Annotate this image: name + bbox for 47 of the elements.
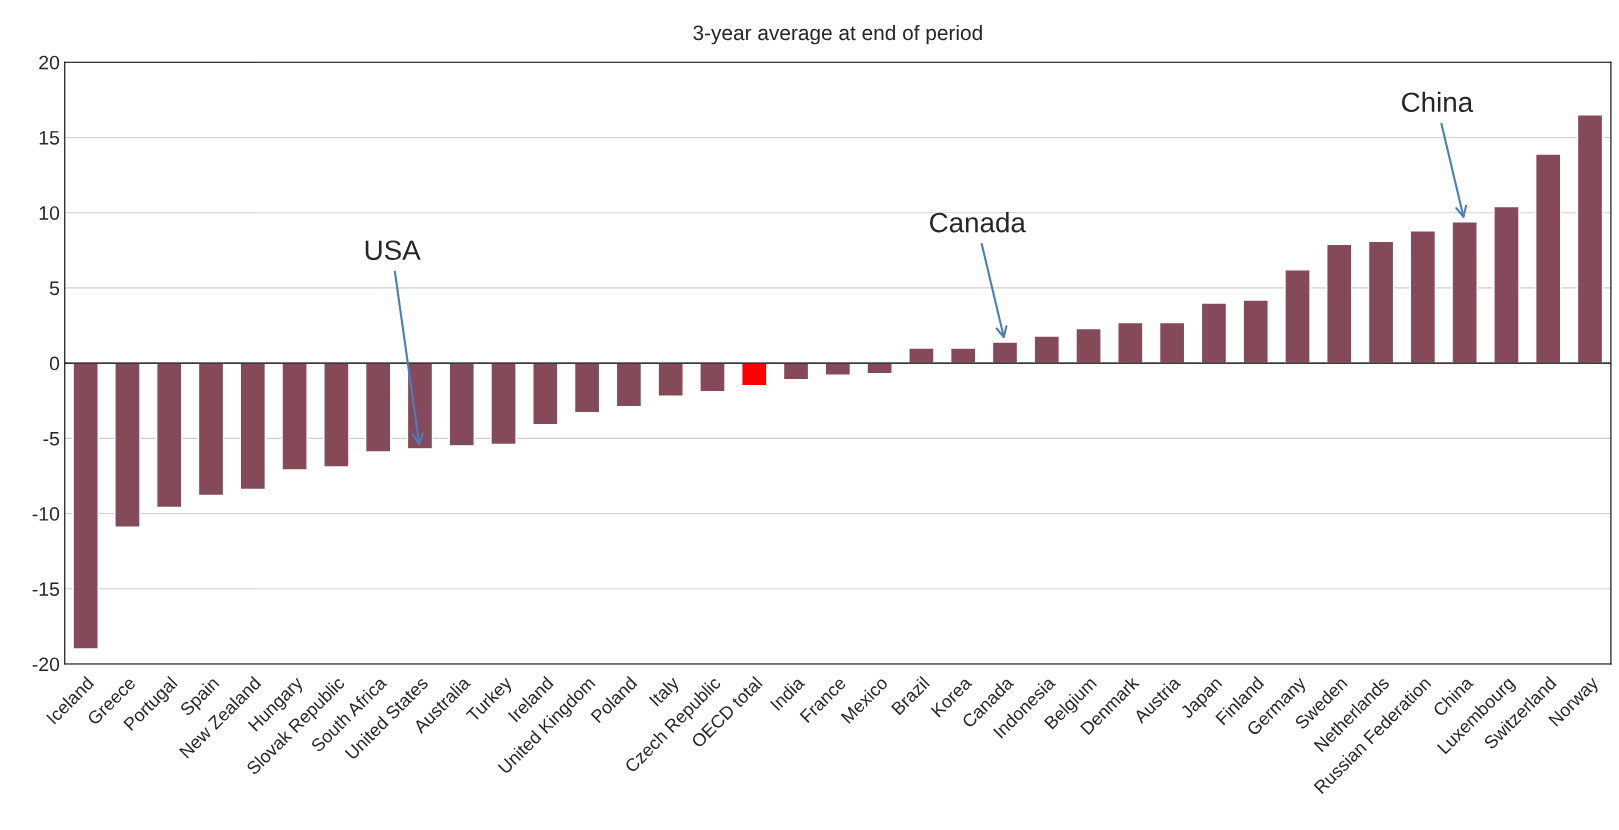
- bar: [1534, 153, 1562, 364]
- bar: [72, 362, 99, 650]
- bar: [323, 362, 350, 468]
- y-tick-label: -5: [43, 432, 60, 446]
- y-tick-label: 0: [49, 356, 60, 371]
- bar: [448, 362, 475, 447]
- bar: [114, 362, 141, 528]
- annotation: USA: [365, 240, 421, 261]
- chart-title: 3-year average at end of period: [693, 24, 982, 45]
- bar: [532, 362, 559, 426]
- bar: [699, 362, 726, 393]
- bar: [1326, 243, 1353, 364]
- y-tick-label: -20: [32, 657, 60, 672]
- bar: [615, 362, 643, 408]
- bar: [1493, 205, 1520, 364]
- bar: [1284, 269, 1311, 364]
- y-tick-label: -10: [32, 507, 60, 521]
- bar: [1451, 221, 1478, 364]
- bar: [1367, 240, 1395, 364]
- bar: [908, 347, 935, 364]
- y-tick-label: 10: [39, 206, 60, 220]
- bar: [490, 362, 517, 446]
- bar: [657, 362, 684, 397]
- bar: [1075, 327, 1102, 364]
- bar: [1576, 114, 1604, 364]
- bar: [1409, 230, 1437, 364]
- bar: [155, 362, 183, 509]
- y-tick-label: 5: [49, 281, 60, 296]
- annotation: Canada: [929, 212, 1026, 233]
- bar: [949, 347, 977, 364]
- annotation: China: [1401, 91, 1474, 113]
- bar: [991, 341, 1019, 364]
- y-tick-label: 20: [39, 55, 60, 70]
- bar: [573, 362, 601, 414]
- y-tick-label: -15: [32, 582, 60, 597]
- bar: [197, 362, 225, 497]
- bar: [364, 362, 392, 453]
- bar: [281, 362, 308, 471]
- bar: [239, 362, 267, 491]
- bar: [406, 362, 434, 450]
- bar: [741, 362, 768, 387]
- bar: [1200, 302, 1228, 364]
- bar: [1158, 321, 1186, 364]
- bar: [1033, 335, 1061, 364]
- bar: [1117, 321, 1144, 364]
- bar: [1242, 299, 1269, 364]
- y-tick-label: 15: [39, 131, 60, 145]
